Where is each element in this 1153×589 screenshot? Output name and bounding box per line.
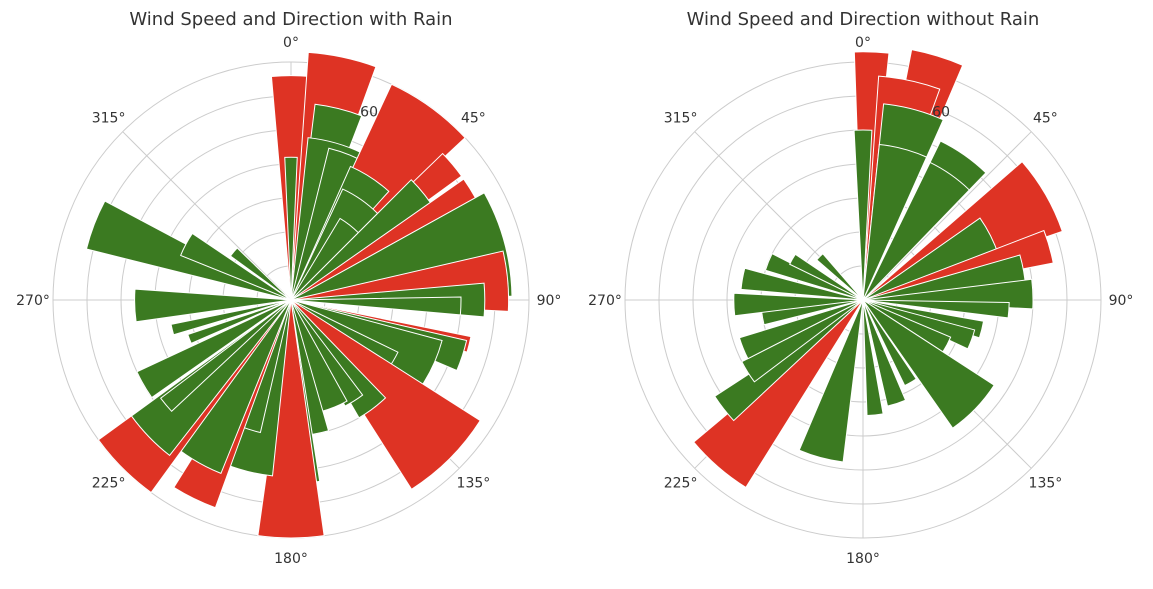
polar-chart-without-rain: Wind Speed and Direction without Rain 0°… [588, 9, 1133, 567]
bar [738, 299, 864, 360]
bar [136, 299, 292, 399]
angle-tick-label: 315° [664, 111, 698, 127]
radius-tick-labels: 60 [360, 105, 378, 121]
bars [85, 51, 513, 539]
bar [862, 143, 928, 301]
bar [741, 299, 864, 383]
angular-gridline [862, 131, 1032, 301]
angle-tick-label: 270° [588, 293, 622, 309]
bar [290, 299, 364, 407]
bar [134, 288, 292, 323]
bar [862, 299, 917, 387]
bar [290, 299, 387, 419]
angle-tick-label: 315° [92, 111, 126, 127]
bars [692, 49, 1063, 489]
angle-tick-label: 0° [283, 35, 299, 51]
bar [862, 299, 884, 417]
bar [853, 129, 873, 301]
bar [862, 299, 995, 429]
angle-tick-labels: 0° 45° 90° 135° 180° 225° 270° 315° [16, 35, 561, 567]
angle-tick-label: 180° [274, 551, 308, 567]
bar [130, 299, 292, 457]
angle-tick-label: 135° [1029, 475, 1063, 491]
polar-chart-with-rain: Wind Speed and Direction with Rain 0° 45°… [16, 9, 561, 567]
bar [187, 299, 292, 345]
bar [714, 299, 864, 422]
bar [862, 299, 907, 407]
bar [816, 253, 864, 301]
bar [692, 299, 864, 489]
radius-tick-label: 60 [932, 105, 950, 121]
angle-tick-label: 180° [846, 551, 880, 567]
bar [862, 161, 970, 301]
angle-tick-label: 90° [1109, 293, 1134, 309]
angle-tick-labels: 0° 45° 90° 135° 180° 225° 270° 315° [588, 35, 1133, 567]
bar [798, 299, 864, 463]
bar [862, 299, 1010, 319]
angle-tick-label: 270° [16, 293, 50, 309]
bar [229, 247, 292, 301]
bar [733, 292, 864, 317]
radius-tick-label: 60 [360, 105, 378, 121]
bar [284, 156, 298, 301]
bar [290, 296, 462, 316]
bar [788, 253, 864, 301]
radius-tick-labels: 60 [932, 105, 950, 121]
angle-tick-label: 90° [537, 293, 562, 309]
angle-tick-label: 45° [461, 111, 486, 127]
bar [170, 299, 292, 336]
chart-title: Wind Speed and Direction without Rain [687, 9, 1040, 30]
bar [740, 267, 864, 301]
angular-gridline [122, 131, 292, 301]
bar [862, 229, 1054, 301]
chart-title: Wind Speed and Direction with Rain [129, 9, 452, 30]
angle-tick-label: 135° [457, 475, 491, 491]
bar [257, 299, 325, 539]
angle-tick-label: 0° [855, 35, 871, 51]
angle-tick-label: 225° [664, 475, 698, 491]
angle-tick-label: 225° [92, 475, 126, 491]
bar [180, 232, 292, 301]
angle-tick-label: 45° [1033, 111, 1058, 127]
bar [159, 299, 292, 413]
bar [290, 299, 481, 490]
